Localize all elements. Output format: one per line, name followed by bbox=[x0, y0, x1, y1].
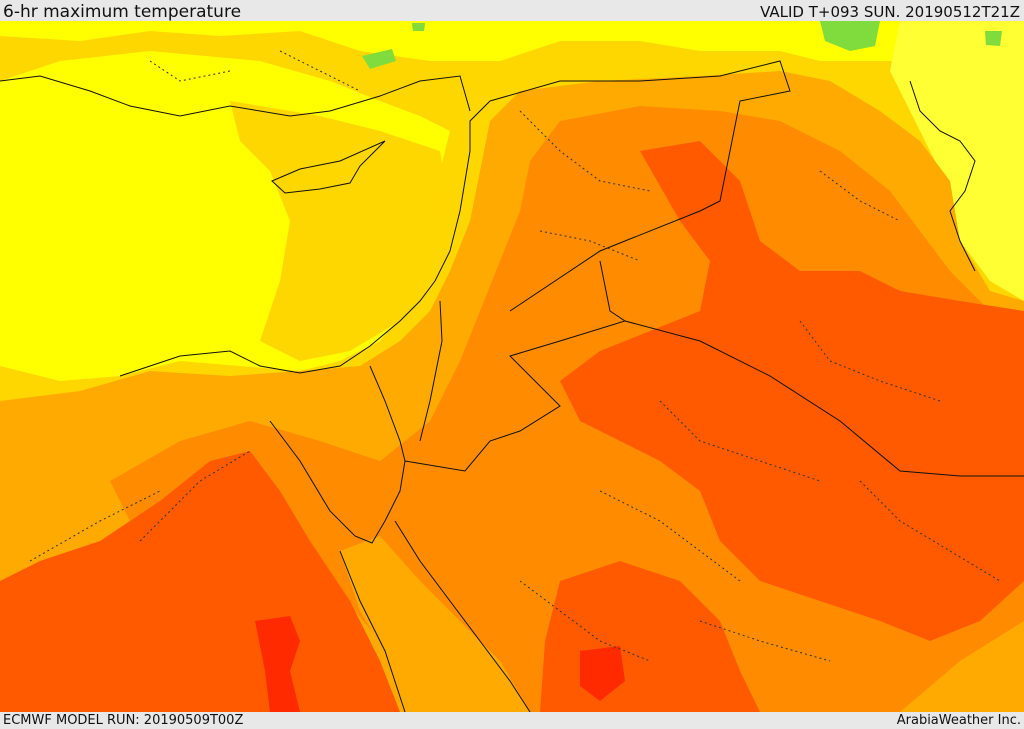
red-orange-west bbox=[0, 451, 400, 712]
border-iraq-syria bbox=[489, 60, 791, 312]
north-yellow-band bbox=[0, 21, 1024, 81]
coastline-sinai bbox=[269, 420, 406, 544]
footer-bar: ECMWF MODEL RUN: 20190509T00Z ArabiaWeat… bbox=[0, 712, 1024, 729]
temperature-map[interactable] bbox=[0, 21, 1024, 712]
coastline-turkey bbox=[0, 75, 471, 117]
jordan-valley bbox=[419, 300, 443, 442]
border-egypt-israel bbox=[369, 365, 406, 462]
cyprus bbox=[271, 140, 386, 194]
northeast-yellow-zone bbox=[890, 21, 1024, 301]
green-patch-3 bbox=[985, 31, 1002, 46]
border-jordan-saudi bbox=[404, 260, 627, 472]
valid-time: VALID T+093 SUN. 20190512T21Z bbox=[760, 3, 1020, 21]
model-run-label: ECMWF MODEL RUN: 20190509T00Z bbox=[3, 713, 244, 728]
admin-boundaries bbox=[29, 50, 1001, 662]
credit-label: ArabiaWeather Inc. bbox=[896, 713, 1021, 728]
red-spot-arabia bbox=[580, 646, 625, 701]
green-patch-4 bbox=[412, 23, 425, 31]
red-spot-nile bbox=[255, 616, 300, 712]
coastline-gulf bbox=[909, 80, 976, 272]
coastline-red-sea-east bbox=[394, 520, 531, 712]
red-sea bbox=[340, 536, 530, 712]
red-orange-east bbox=[560, 141, 1024, 641]
green-patch-2 bbox=[362, 49, 396, 69]
coastline-levant bbox=[119, 100, 491, 377]
border-iraq-saudi bbox=[624, 320, 1024, 477]
header-bar: 6-hr maximum temperature VALID T+093 SUN… bbox=[0, 0, 1024, 21]
map-canvas bbox=[0, 21, 1024, 712]
coastline-red-sea-west bbox=[339, 550, 406, 712]
map-title: 6-hr maximum temperature bbox=[3, 2, 242, 22]
gold-zone bbox=[230, 101, 450, 361]
green-patch-1 bbox=[820, 21, 880, 51]
